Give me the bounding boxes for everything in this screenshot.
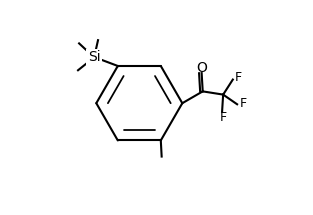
Text: O: O <box>196 61 207 75</box>
Text: F: F <box>240 97 247 110</box>
Text: F: F <box>235 71 242 84</box>
Text: Si: Si <box>88 50 100 64</box>
Text: F: F <box>220 111 227 124</box>
